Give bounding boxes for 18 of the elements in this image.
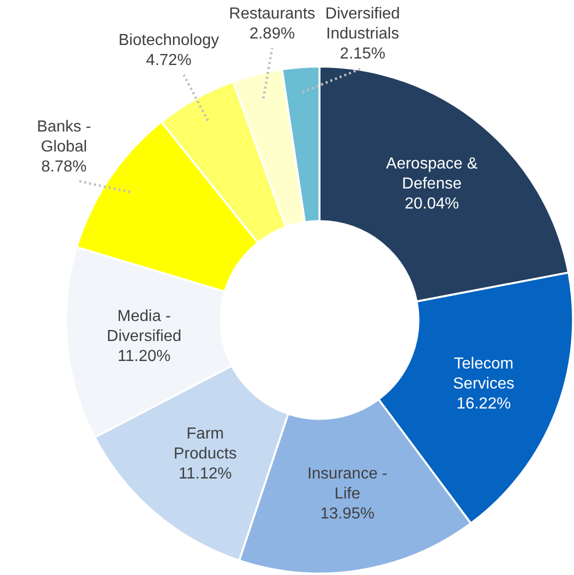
slice-label: Telecom Services [452,355,514,392]
data-label: 20.04% [404,196,459,213]
slice-label: Restaurants [229,5,316,22]
slice-label: Insurance - Life [307,465,388,502]
slice-label: Biotechnology [118,32,220,50]
slice-label: Diversified Industrials [325,5,400,42]
data-label: 2.89% [249,25,295,42]
data-label: 2.15% [340,45,386,62]
data-label: 11.12% [178,465,232,482]
data-label: 11.20% [118,348,171,366]
data-label: 16.22% [456,395,511,412]
slice-label: Banks - Global [36,118,92,156]
data-label: 13.95% [320,505,374,522]
slice-label: Media - Diversified [106,308,182,346]
slice-label: Aerospace & Defense [386,156,478,193]
data-label: 8.78% [41,158,87,176]
data-label: 4.72% [146,52,192,70]
slice-label: Farm Products [174,425,237,462]
